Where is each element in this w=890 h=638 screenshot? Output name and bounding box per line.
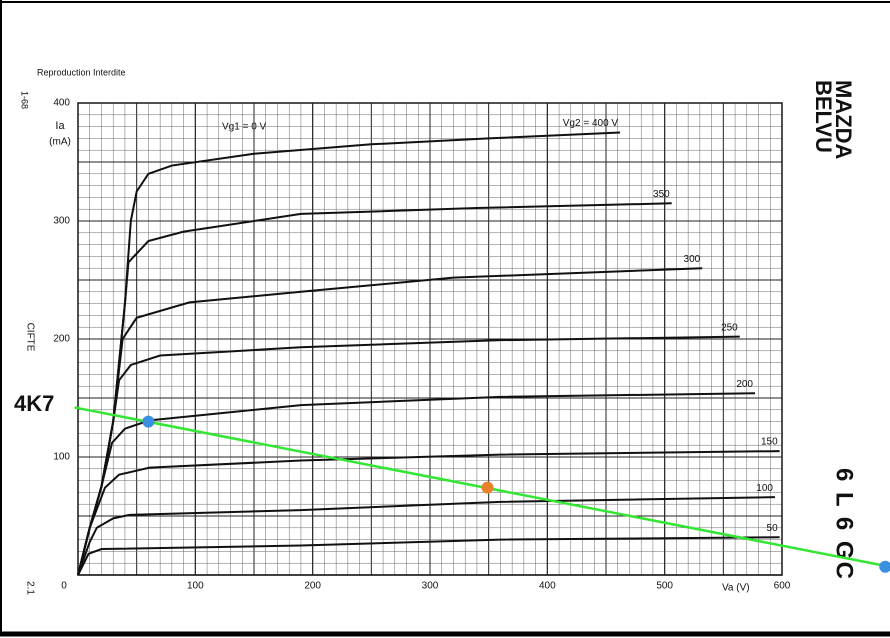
- y-tick-label: 400: [53, 98, 70, 109]
- curve: [77, 496, 775, 576]
- stamp: CIFTE: [24, 323, 35, 352]
- curve-label: 150: [761, 437, 778, 448]
- x-tick-label: 200: [304, 581, 321, 592]
- y-tick-label: 200: [53, 334, 70, 345]
- curve-label: 300: [684, 254, 701, 265]
- curve: [77, 392, 756, 576]
- x-tick-label: 400: [539, 581, 556, 592]
- tube-type: 6 L 6 GC: [831, 468, 858, 581]
- publisher: Reproduction Interdite: [37, 67, 126, 77]
- x-tick-label: 300: [422, 581, 439, 592]
- y-tick-label: 300: [53, 216, 70, 227]
- x-tick-label: 0: [61, 581, 67, 592]
- annotation: Vg1 = 0 V: [222, 122, 267, 133]
- y-axis-label: Ia: [55, 120, 65, 132]
- operating-point: [879, 560, 890, 573]
- curve: [77, 450, 780, 576]
- code: 1-68: [20, 91, 30, 109]
- curve-label: 200: [736, 379, 753, 390]
- brand: MAZDA: [831, 80, 856, 160]
- operating-point: [142, 415, 155, 428]
- curve: [77, 536, 780, 576]
- curve-label: 100: [756, 483, 773, 494]
- x-axis-label: Va (V): [722, 583, 750, 594]
- curve-label: 50: [767, 523, 779, 534]
- curve-label: Vg2 = 400 V: [563, 118, 619, 129]
- x-tick-label: 500: [656, 581, 673, 592]
- operating-point: [481, 481, 494, 494]
- curve-label: 250: [721, 322, 738, 333]
- y-axis-label: (mA): [49, 137, 71, 148]
- page-number: 2.1: [24, 581, 35, 595]
- x-tick-label: 100: [187, 581, 204, 592]
- brand: BELVU: [811, 80, 836, 153]
- curve-label: 350: [653, 189, 670, 200]
- load-label: 4K7: [14, 391, 54, 416]
- y-tick-label: 100: [53, 452, 70, 463]
- x-tick-label: 600: [774, 581, 791, 592]
